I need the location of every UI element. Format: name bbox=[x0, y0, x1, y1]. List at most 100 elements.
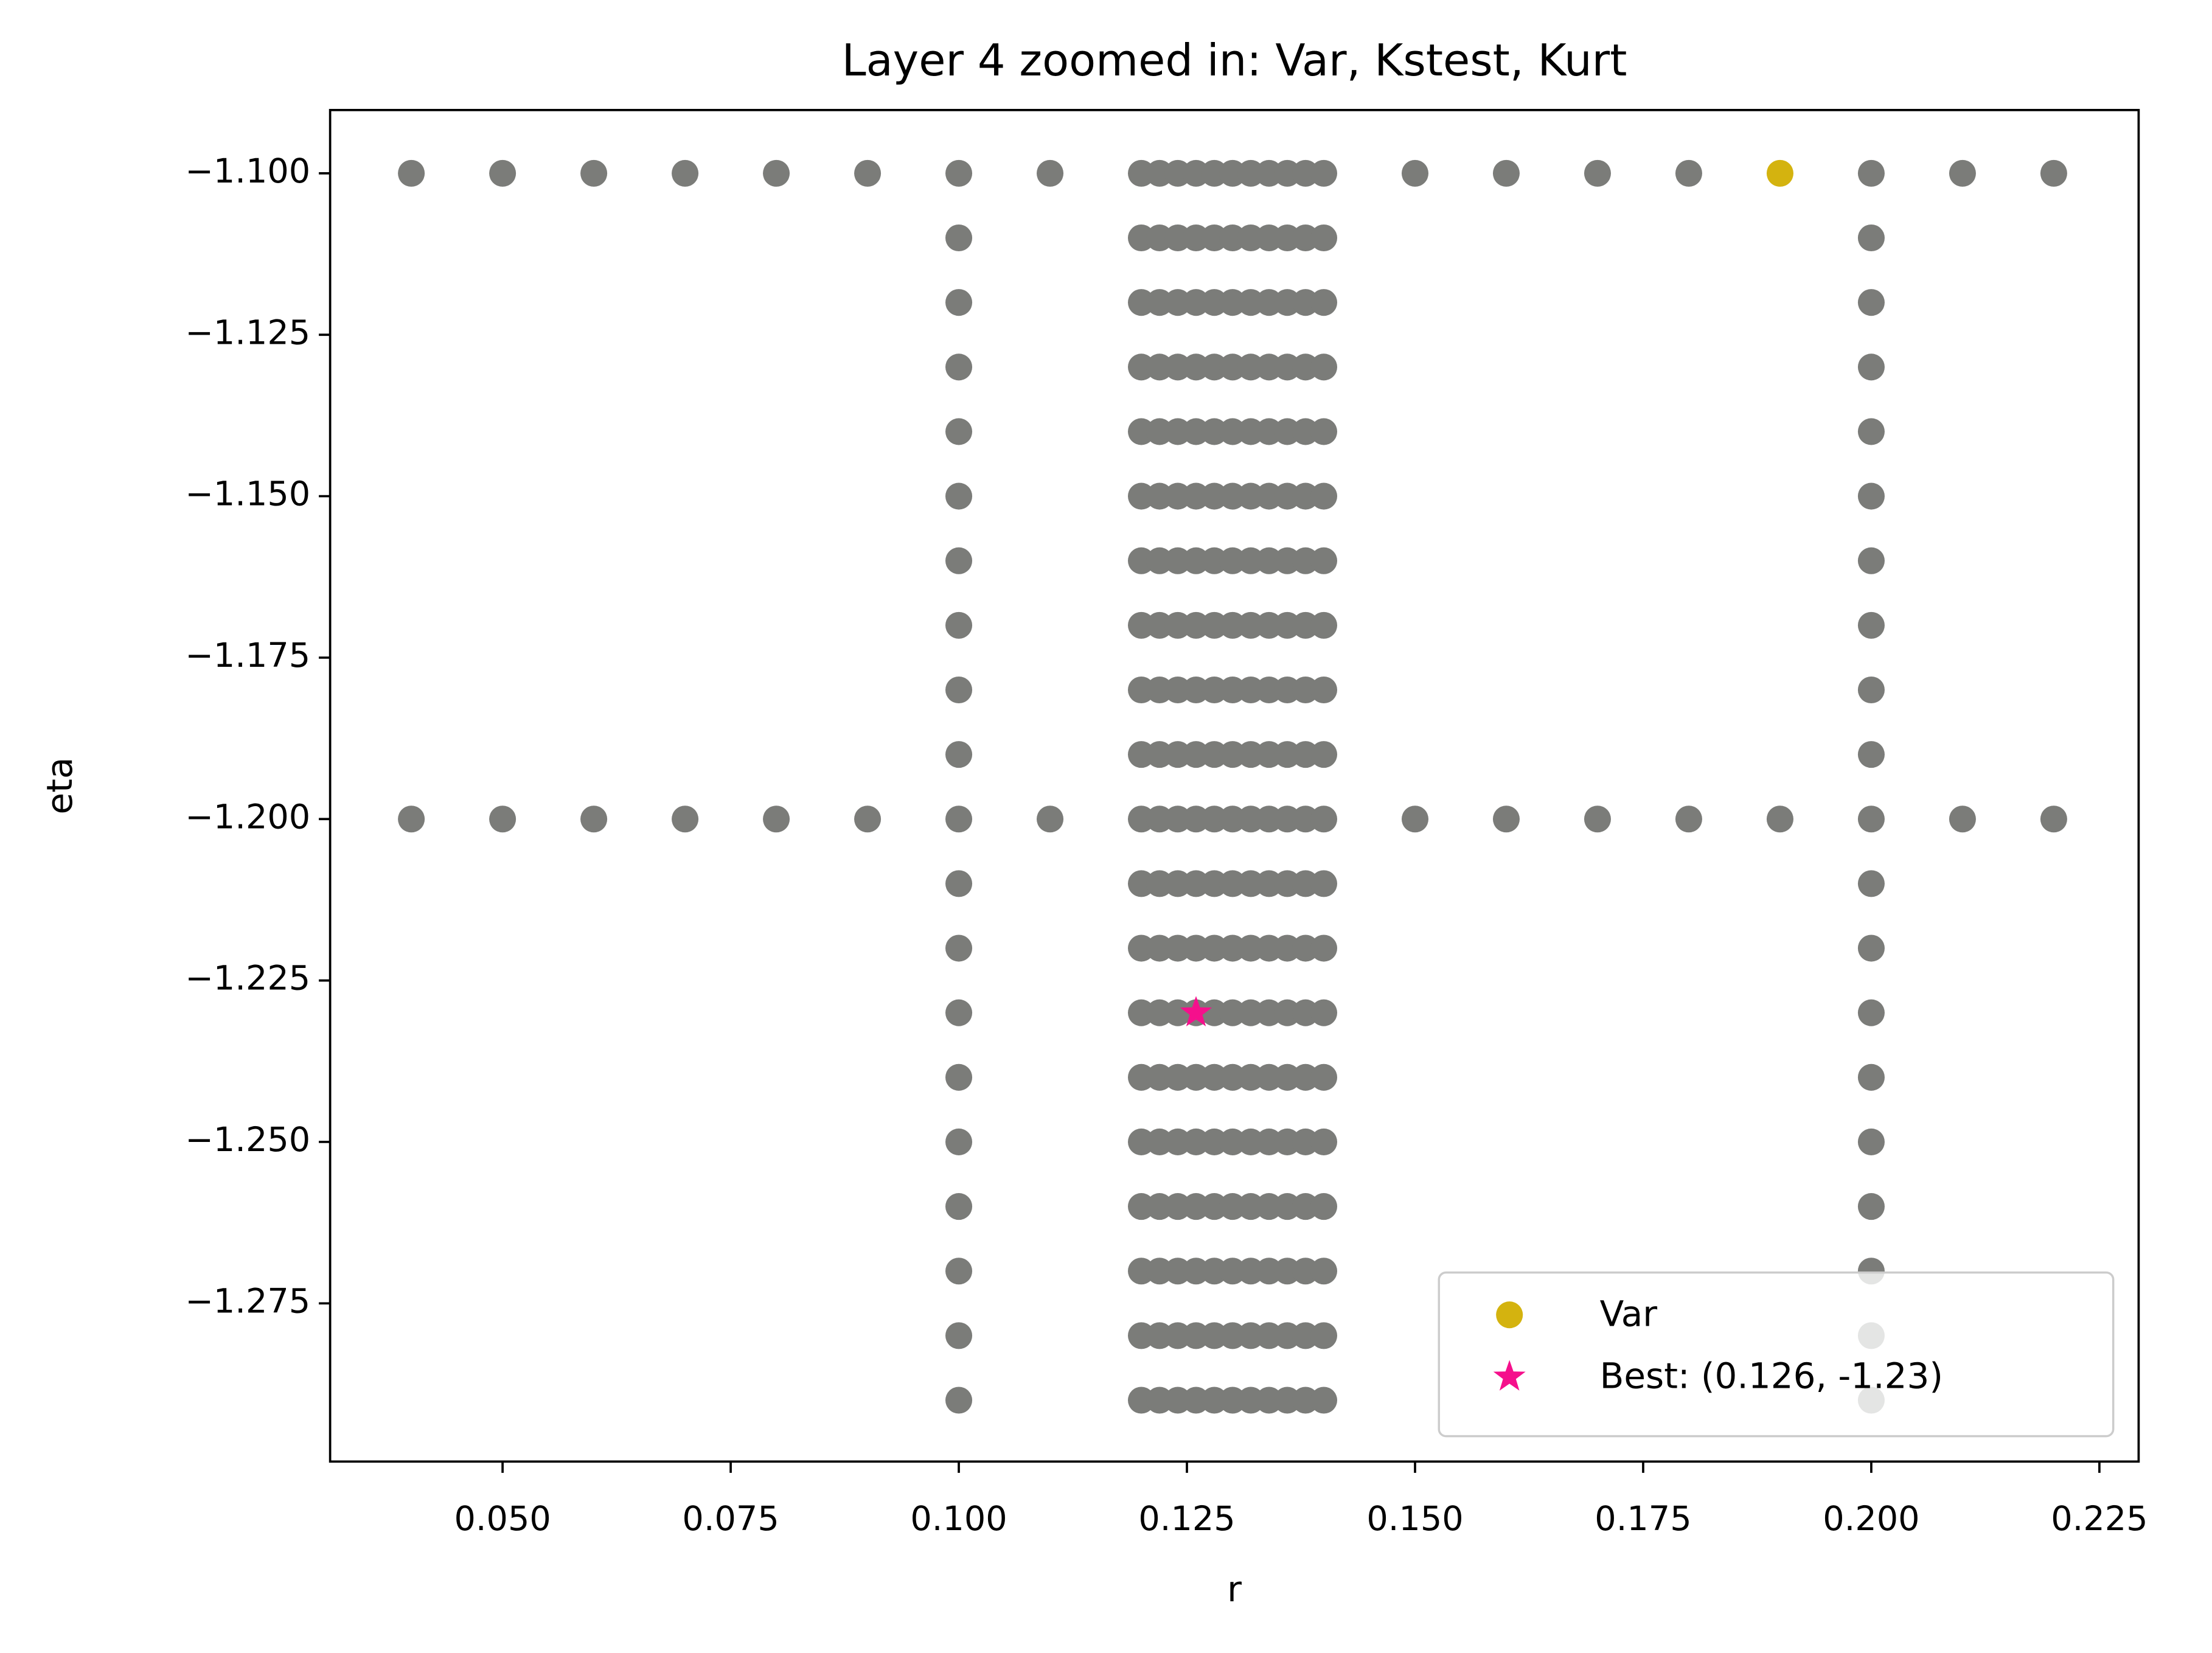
point bbox=[1310, 482, 1338, 510]
x-tick-label: 0.200 bbox=[1823, 1499, 1919, 1539]
point bbox=[763, 806, 790, 833]
point bbox=[1310, 1128, 1338, 1155]
point bbox=[1310, 1322, 1338, 1349]
point bbox=[945, 353, 973, 381]
point bbox=[1766, 159, 1793, 187]
point bbox=[1310, 870, 1338, 897]
point bbox=[1949, 159, 1976, 187]
point bbox=[1401, 159, 1429, 187]
point bbox=[1310, 806, 1338, 833]
x-tick-label: 0.150 bbox=[1366, 1499, 1463, 1539]
point bbox=[945, 1322, 973, 1349]
point bbox=[763, 159, 790, 187]
point bbox=[1310, 159, 1338, 187]
point bbox=[1584, 159, 1611, 187]
point bbox=[489, 806, 516, 833]
point bbox=[1857, 418, 1885, 445]
point bbox=[1857, 159, 1885, 187]
point bbox=[1310, 289, 1338, 316]
point bbox=[1492, 159, 1520, 187]
point bbox=[1857, 482, 1885, 510]
point bbox=[1310, 741, 1338, 768]
y-tick-label: −1.250 bbox=[185, 1120, 310, 1160]
point bbox=[1857, 289, 1885, 316]
point bbox=[945, 1128, 973, 1155]
plot-frame bbox=[329, 109, 2140, 1463]
point bbox=[1310, 224, 1338, 252]
point bbox=[1401, 806, 1429, 833]
legend: Var Best: (0.126, -1.23) bbox=[1438, 1271, 2115, 1438]
x-tick-label: 0.050 bbox=[454, 1499, 551, 1539]
point bbox=[1584, 806, 1611, 833]
point bbox=[945, 999, 973, 1026]
point bbox=[945, 289, 973, 316]
point bbox=[1310, 1193, 1338, 1220]
x-tick-label: 0.125 bbox=[1138, 1499, 1235, 1539]
point bbox=[1857, 676, 1885, 704]
point bbox=[945, 1258, 973, 1285]
point bbox=[1310, 676, 1338, 704]
legend-marker bbox=[1493, 1360, 1526, 1391]
y-tick-label: −1.200 bbox=[185, 797, 310, 837]
point bbox=[1857, 1193, 1885, 1220]
y-tick-label: −1.225 bbox=[185, 959, 310, 998]
y-tick-label: −1.175 bbox=[185, 636, 310, 675]
point bbox=[1857, 999, 1885, 1026]
y-tick-label: −1.125 bbox=[185, 313, 310, 352]
point bbox=[1675, 159, 1702, 187]
x-tick-label: 0.225 bbox=[2051, 1499, 2148, 1539]
point bbox=[1857, 547, 1885, 574]
point bbox=[1037, 159, 1064, 187]
point bbox=[945, 482, 973, 510]
point bbox=[945, 547, 973, 574]
point bbox=[945, 611, 973, 639]
point bbox=[580, 159, 608, 187]
x-tick-label: 0.100 bbox=[910, 1499, 1007, 1539]
point bbox=[945, 224, 973, 252]
point bbox=[1310, 353, 1338, 381]
point bbox=[1857, 1128, 1885, 1155]
point bbox=[1310, 418, 1338, 445]
point bbox=[1310, 611, 1338, 639]
point bbox=[1857, 611, 1885, 639]
legend-label: Var bbox=[1600, 1293, 1658, 1335]
legend-marker bbox=[1496, 1301, 1523, 1329]
y-tick-label: −1.100 bbox=[185, 151, 310, 191]
point bbox=[945, 934, 973, 962]
point bbox=[1857, 1063, 1885, 1091]
legend-label: Best: (0.126, -1.23) bbox=[1600, 1355, 1943, 1397]
point bbox=[1310, 1258, 1338, 1285]
point bbox=[1037, 806, 1064, 833]
point bbox=[945, 676, 973, 704]
point bbox=[1857, 806, 1885, 833]
point bbox=[945, 1387, 973, 1414]
point bbox=[1310, 1063, 1338, 1091]
point bbox=[2040, 159, 2067, 187]
point bbox=[1675, 806, 1702, 833]
point bbox=[489, 159, 516, 187]
point bbox=[398, 159, 425, 187]
point bbox=[945, 159, 973, 187]
point bbox=[854, 159, 882, 187]
x-tick-label: 0.075 bbox=[682, 1499, 779, 1539]
point bbox=[1766, 806, 1793, 833]
point bbox=[945, 1193, 973, 1220]
point bbox=[672, 806, 699, 833]
point bbox=[1857, 353, 1885, 381]
legend-box bbox=[1438, 1271, 2115, 1438]
point bbox=[1857, 934, 1885, 962]
point bbox=[945, 1063, 973, 1091]
y-axis-label: eta bbox=[39, 757, 80, 815]
y-tick-label: −1.275 bbox=[185, 1281, 310, 1321]
x-tick-label: 0.175 bbox=[1595, 1499, 1691, 1539]
point bbox=[1857, 741, 1885, 768]
point bbox=[580, 806, 608, 833]
point bbox=[398, 806, 425, 833]
y-tick-label: −1.150 bbox=[185, 475, 310, 514]
star-marker bbox=[1180, 996, 1212, 1026]
point bbox=[672, 159, 699, 187]
point bbox=[854, 806, 882, 833]
point bbox=[1857, 224, 1885, 252]
